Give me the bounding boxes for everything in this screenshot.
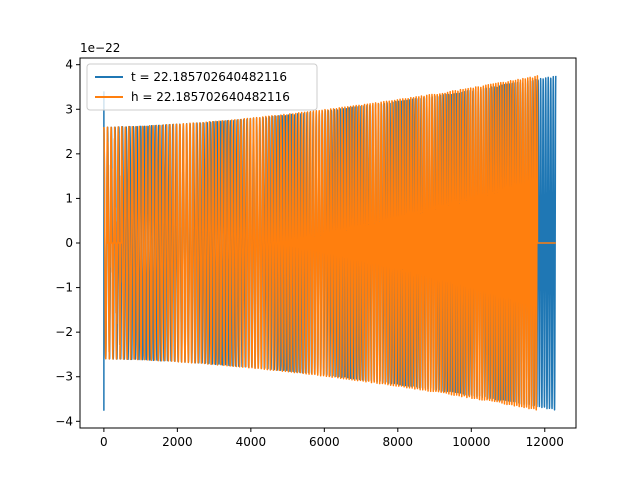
y-tick-label: 1 bbox=[65, 191, 73, 205]
y-tick-label: 4 bbox=[65, 58, 73, 72]
x-tick-label: 10000 bbox=[452, 435, 490, 449]
y-tick-label: −3 bbox=[55, 370, 73, 384]
series-layer bbox=[103, 75, 557, 411]
legend-label: h = 22.185702640482116 bbox=[131, 90, 290, 104]
y-tick-label: 2 bbox=[65, 147, 73, 161]
x-tick-label: 8000 bbox=[383, 435, 414, 449]
x-tick-label: 6000 bbox=[309, 435, 340, 449]
y-tick-label: −2 bbox=[55, 325, 73, 339]
y-tick-label: −4 bbox=[55, 414, 73, 428]
x-tick-label: 12000 bbox=[526, 435, 564, 449]
y-offset-label: 1e−22 bbox=[80, 41, 120, 55]
x-tick-label: 0 bbox=[100, 435, 108, 449]
legend-box bbox=[86, 63, 318, 111]
y-tick-label: 3 bbox=[65, 102, 73, 116]
x-tick-label: 4000 bbox=[236, 435, 267, 449]
series-line-1 bbox=[103, 75, 556, 411]
legend: t = 22.185702640482116 h = 22.18570264048… bbox=[86, 63, 318, 111]
y-tick-label: −1 bbox=[55, 281, 73, 295]
x-axis: 0 2000 4000 6000 8000 10000 12000 bbox=[100, 428, 564, 449]
legend-label: t = 22.185702640482116 bbox=[131, 70, 287, 84]
y-tick-label: 0 bbox=[65, 236, 73, 250]
y-axis: −4 −3 −2 −1 0 1 2 3 4 bbox=[55, 58, 80, 428]
x-tick-label: 2000 bbox=[162, 435, 193, 449]
